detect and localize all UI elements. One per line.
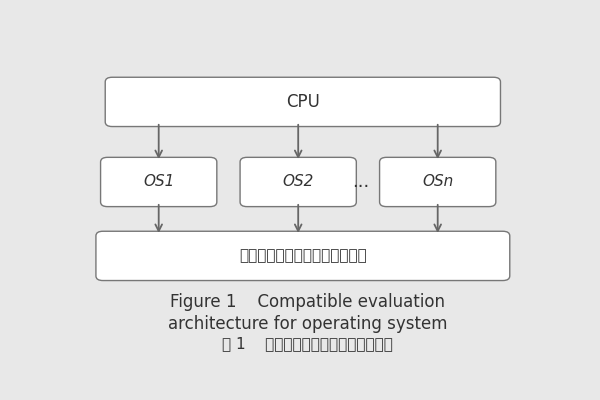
Text: Figure 1    Compatible evaluation: Figure 1 Compatible evaluation — [170, 293, 445, 311]
Text: 采用基准程序进行适配性能评测: 采用基准程序进行适配性能评测 — [239, 248, 367, 264]
FancyBboxPatch shape — [96, 231, 510, 280]
Text: ...: ... — [352, 173, 370, 191]
Text: OSn: OSn — [422, 174, 454, 190]
Text: OS1: OS1 — [143, 174, 175, 190]
FancyBboxPatch shape — [380, 157, 496, 207]
Text: OS2: OS2 — [283, 174, 314, 190]
Text: CPU: CPU — [286, 93, 320, 111]
Text: 图 1    操作系统兼容适配性能评测架构: 图 1 操作系统兼容适配性能评测架构 — [222, 336, 393, 351]
Text: architecture for operating system: architecture for operating system — [168, 315, 447, 333]
FancyBboxPatch shape — [105, 77, 500, 126]
FancyBboxPatch shape — [240, 157, 356, 207]
FancyBboxPatch shape — [101, 157, 217, 207]
